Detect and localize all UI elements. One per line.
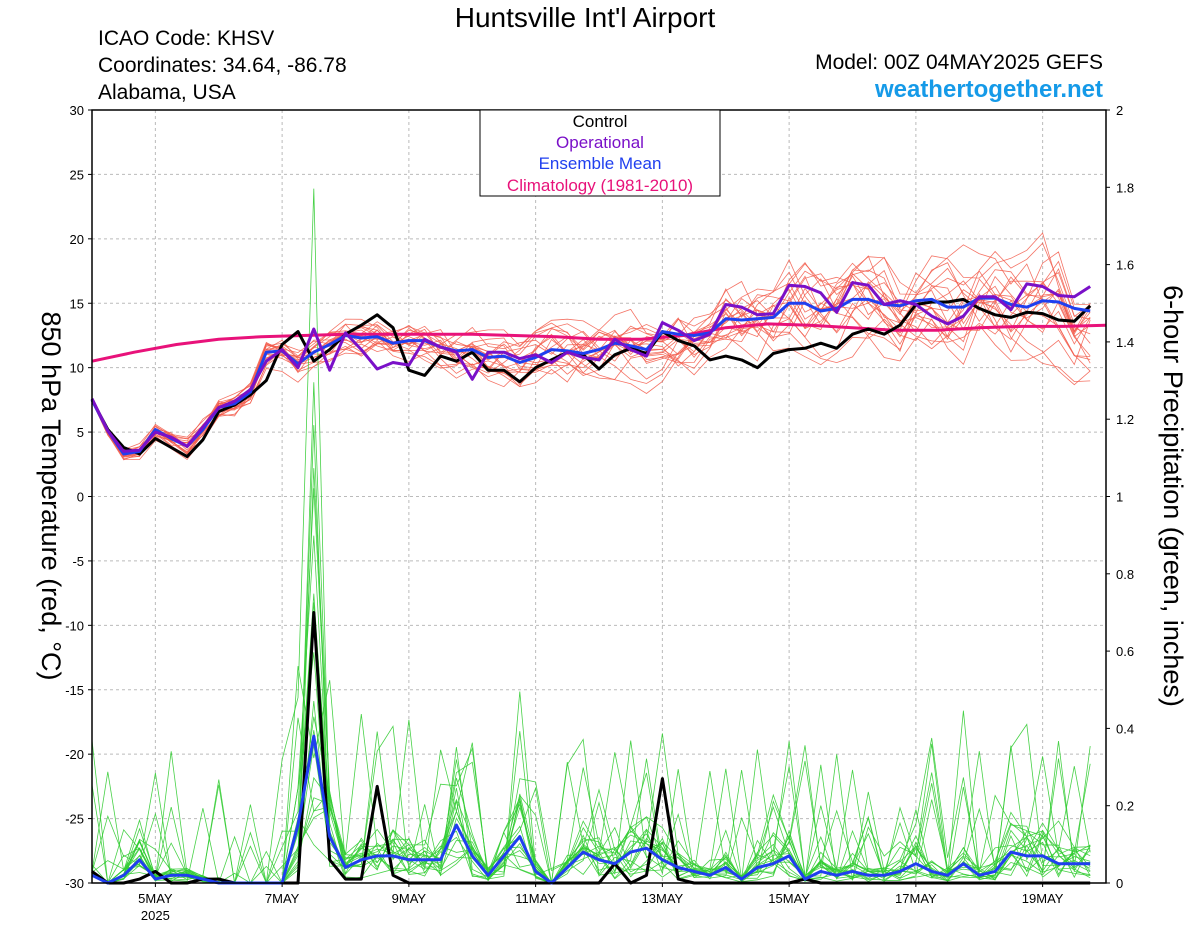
member-temperature-line [91, 232, 1091, 461]
region: Alabama, USA [98, 81, 236, 104]
ensemble-mean-temperature-line [90, 296, 1091, 456]
left-tick-label: 30 [70, 103, 84, 118]
legend-operational: Operational [556, 133, 644, 152]
x-tick-label: 13MAY [642, 891, 684, 906]
right-tick-label: 1 [1116, 490, 1123, 505]
legend-box [479, 109, 721, 197]
x-tick-label: 15MAY [768, 891, 810, 906]
legend-ensemble-mean: Ensemble Mean [539, 154, 662, 173]
member-precipitation-line [91, 666, 1091, 884]
left-tick-label: -5 [72, 554, 84, 569]
left-axis-label: 850 hPa Temperature (red, °C) [36, 312, 66, 681]
series-layer [90, 281, 1107, 885]
right-tick-label: 0.2 [1116, 799, 1134, 814]
x-tick-label: 5MAY [138, 891, 173, 906]
member-precipitation-line [91, 710, 1091, 884]
right-tick-label: 1.2 [1116, 412, 1134, 427]
member-precipitation-line [91, 488, 1091, 884]
model-run: Model: 00Z 04MAY2025 GEFS [815, 51, 1103, 74]
climatology-1981-2010-temperature-line [91, 322, 1107, 363]
x-tick-label: 19MAY [1022, 891, 1064, 906]
member-precipitation-line [91, 468, 1091, 885]
left-tick-label: -20 [65, 747, 84, 762]
left-tick-label: 10 [70, 361, 84, 376]
right-tick-label: 0.6 [1116, 644, 1134, 659]
left-tick-label: -30 [65, 876, 84, 891]
control-precipitation-line [91, 611, 1091, 885]
left-tick-label: 15 [70, 296, 84, 311]
x-tick-label: 7MAY [265, 891, 300, 906]
right-tick-label: 1.8 [1116, 180, 1134, 195]
left-tick-label: -25 [65, 812, 84, 827]
legend-climatology: Climatology (1981-2010) [507, 176, 693, 195]
right-tick-label: 1.6 [1116, 258, 1134, 273]
left-tick-label: 25 [70, 167, 84, 182]
right-tick-label: 0 [1116, 876, 1123, 891]
left-tick-label: -10 [65, 618, 84, 633]
member-precipitation-line [91, 535, 1091, 884]
member-precipitation-line [91, 188, 1091, 885]
chart-title: Huntsville Int'l Airport [454, 2, 716, 33]
control-temperature-line [90, 297, 1092, 459]
grid-layer [92, 110, 1106, 883]
x-tick-label: 11MAY [515, 891, 556, 906]
right-axis-label: 6-hour Precipitation (green, inches) [1158, 285, 1188, 707]
legend: Control Operational Ensemble Mean Climat… [479, 109, 721, 197]
member-temperature-line [91, 298, 1091, 461]
site-link[interactable]: weathertogether.net [874, 76, 1103, 103]
left-tick-label: 20 [70, 232, 84, 247]
member-temperature-line [91, 272, 1091, 455]
x-tick-year: 2025 [141, 908, 170, 923]
x-tick-label: 17MAY [895, 891, 937, 906]
right-tick-label: 1.4 [1116, 335, 1134, 350]
coordinates: Coordinates: 34.64, -86.78 [98, 54, 347, 77]
right-tick-label: 0.4 [1116, 721, 1134, 736]
left-tick-label: -15 [65, 683, 84, 698]
member-temperature-line [91, 280, 1091, 452]
legend-control: Control [573, 112, 628, 131]
left-tick-label: 0 [77, 490, 84, 505]
operational-temperature-line [90, 281, 1092, 453]
left-tick-label: 5 [77, 425, 84, 440]
axis-layer: 302520151050-5-10-15-20-25-3021.81.61.41… [65, 103, 1134, 923]
ensemble-members-layer [91, 188, 1091, 885]
x-tick-label: 9MAY [392, 891, 427, 906]
right-tick-label: 0.8 [1116, 567, 1134, 582]
member-precipitation-line [91, 759, 1091, 884]
right-tick-label: 2 [1116, 103, 1123, 118]
icao-code: ICAO Code: KHSV [98, 27, 275, 50]
